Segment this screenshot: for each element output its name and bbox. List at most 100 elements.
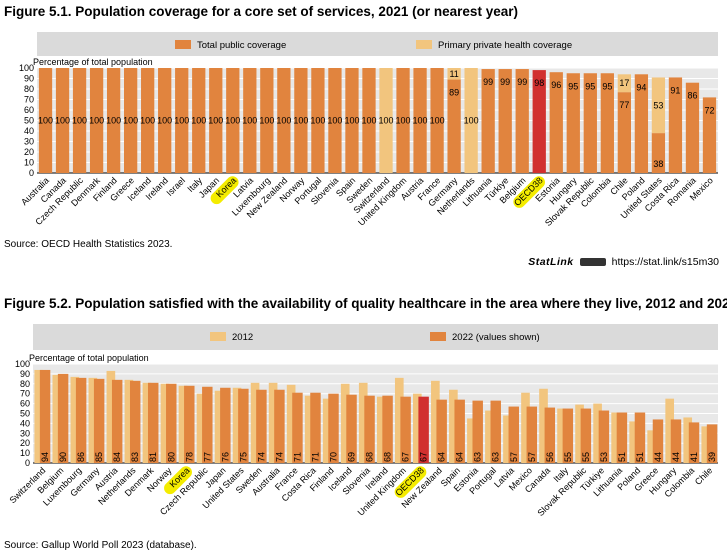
fig2-bar-2022 [436, 399, 447, 463]
fig2-value-label: 44 [653, 452, 663, 462]
fig1-bar-public [617, 92, 632, 173]
fig1-bar-public [651, 133, 666, 173]
fig2-bar-2012 [340, 383, 350, 463]
fig2-bar-2022 [111, 379, 123, 463]
fig2-bar-2012 [665, 398, 675, 463]
fig2-bar-2012 [52, 374, 62, 463]
fig1-value-label: 100 [225, 116, 240, 126]
fig2-value-label: 70 [328, 452, 338, 462]
fig2-bar-2022 [310, 392, 321, 463]
fig2-bar-2022 [706, 424, 718, 463]
fig2-bar-2012 [431, 380, 440, 463]
fig1-bar-public [345, 68, 359, 173]
fig1-legend-label-public: Total public coverage [197, 40, 286, 51]
fig1-bar-public [175, 68, 189, 173]
fig2-value-label: 78 [184, 452, 194, 462]
fig2-value-label: 80 [166, 452, 176, 462]
fig1-value-label: 100 [174, 116, 189, 126]
fig1-value-label: 100 [259, 116, 274, 126]
fig1-value-label: 100 [293, 116, 308, 126]
fig2-bar-2022 [148, 382, 159, 463]
fig1-highlight-marker [210, 176, 239, 205]
fig1-highlight-marker [513, 176, 545, 208]
fig1-value-label: 100 [242, 116, 257, 126]
figure1-chart: Total public coverage Primary private hea… [19, 32, 718, 228]
fig1-value-label: 96 [551, 80, 561, 90]
fig2-ytick-label: 50 [20, 409, 30, 419]
fig1-private-value-label: 53 [653, 100, 663, 110]
fig2-bar-2012 [160, 383, 170, 463]
fig1-ylabel: Percentage of total population [33, 57, 153, 67]
fig2-bar-2022 [598, 410, 610, 463]
fig2-bar-2012 [106, 370, 116, 463]
fig1-value-label: 98 [534, 78, 544, 88]
fig1-bar-public [123, 68, 138, 173]
fig2-ytick-label: 60 [20, 399, 30, 409]
fig1-bar-public [498, 69, 512, 173]
fig2-bar-2022 [544, 407, 556, 463]
fig2-value-label: 53 [599, 452, 609, 462]
figure1-title: Figure 5.1. Population coverage for a co… [4, 4, 518, 19]
fig1-value-label: 77 [619, 100, 629, 110]
fig2-bar-2012 [629, 421, 638, 463]
fig2-bar-2012 [358, 382, 368, 463]
fig2-bar-2012 [178, 385, 188, 463]
fig1-ytick-label: 100 [19, 63, 34, 73]
fig2-value-label: 83 [130, 452, 140, 462]
fig2-ytick-label: 0 [25, 458, 30, 468]
fig2-value-label: 57 [509, 452, 519, 462]
fig1-bar-public [294, 68, 308, 173]
fig2-bar-2022 [616, 412, 628, 463]
fig2-ytick-label: 20 [20, 438, 30, 448]
fig2-bar-2012 [701, 426, 711, 463]
fig2-bar-2022 [634, 412, 646, 463]
fig1-bar-public [583, 73, 597, 173]
fig2-ytick-label: 70 [20, 389, 30, 399]
statlink[interactable]: StatLink https://stat.link/s15m30 [528, 256, 719, 268]
fig1-value-label: 99 [500, 77, 510, 87]
fig2-value-label: 51 [635, 452, 645, 462]
fig1-ytick-label: 70 [24, 95, 34, 105]
fig2-bar-2022 [562, 408, 574, 463]
fig1-bar-public [515, 69, 529, 173]
fig2-bar-2022 [57, 373, 69, 463]
fig1-private-value-label: 17 [619, 78, 629, 88]
fig1-category-highlight [513, 176, 545, 208]
fig1-bar-public [685, 82, 700, 173]
fig2-bar-2022 [490, 400, 501, 463]
fig2-bar-2012 [557, 408, 566, 463]
fig2-value-label: 84 [112, 452, 122, 462]
fig1-value-label: 100 [378, 116, 393, 126]
fig1-bar-public [702, 97, 717, 173]
fig2-bar-2022 [328, 393, 339, 463]
fig2-bar-2022 [220, 387, 231, 463]
fig1-ytick-label: 60 [24, 105, 34, 115]
fig2-bar-2012 [467, 418, 476, 463]
fig2-bar-2012 [304, 395, 314, 463]
fig1-ytick-label: 40 [24, 126, 34, 136]
fig2-value-label: 76 [220, 452, 230, 462]
fig1-value-label: 99 [483, 77, 493, 87]
fig1-value-label: 100 [72, 116, 87, 126]
fig1-bar-public [430, 68, 444, 173]
fig1-bar-private [651, 77, 666, 134]
fig2-value-label: 75 [238, 452, 248, 462]
fig2-bar-2012 [376, 396, 386, 463]
fig1-bar-public [600, 73, 614, 173]
fig1-bar-public [668, 77, 683, 173]
fig1-bar-public [277, 68, 291, 173]
fig2-bar-2022 [400, 396, 411, 463]
fig2-value-label: 64 [455, 452, 465, 462]
fig2-bar-2012 [539, 388, 548, 463]
fig1-bar-private [617, 74, 632, 93]
fig2-bar-2022 [454, 399, 465, 463]
fig2-bar-2012 [232, 387, 242, 463]
fig2-value-label: 74 [256, 452, 266, 462]
statlink-url[interactable]: https://stat.link/s15m30 [611, 256, 719, 268]
fig2-value-label: 44 [671, 452, 681, 462]
fig2-value-label: 63 [473, 452, 483, 462]
fig1-bar-public [532, 70, 546, 173]
fig1-bar-public [328, 68, 342, 173]
fig1-value-label: 100 [344, 116, 359, 126]
fig2-bar-2012 [286, 384, 296, 463]
